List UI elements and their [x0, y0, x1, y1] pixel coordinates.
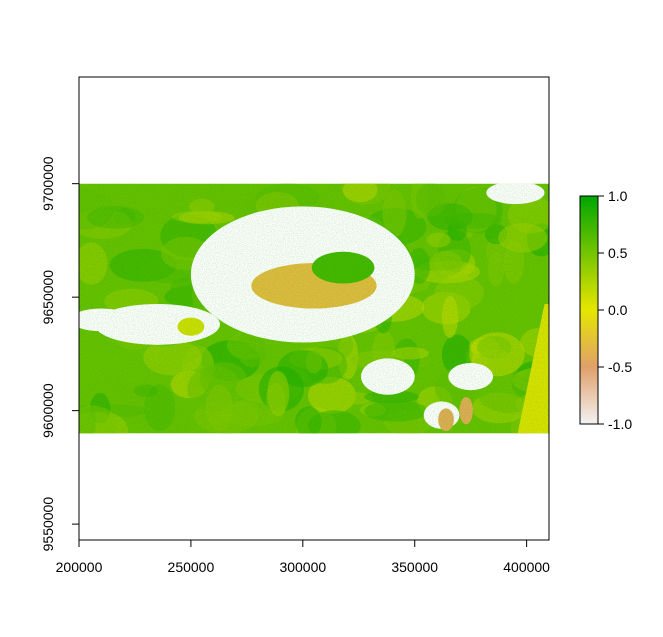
- y-axis: 9550000 9600000 9650000 9700000: [40, 156, 79, 551]
- colorbar-tick-label: 1.0: [608, 188, 628, 204]
- x-tick-label: 300000: [279, 559, 326, 575]
- colorbar-ramp: [580, 196, 598, 424]
- colorbar-tick-label: -1.0: [608, 416, 632, 432]
- colorbar-tick-label: 0.0: [608, 302, 628, 318]
- x-tick-label: 200000: [56, 559, 103, 575]
- y-tick-label: 9550000: [40, 497, 56, 552]
- raster-layer: [48, 170, 574, 452]
- colorbar-tick-label: -0.5: [608, 359, 632, 375]
- x-tick-label: 250000: [168, 559, 215, 575]
- x-axis: 200000 250000 300000 350000 400000: [56, 540, 551, 575]
- raster-texture: [79, 184, 549, 434]
- x-tick-label: 400000: [503, 559, 550, 575]
- colorbar-tick-label: 0.5: [608, 245, 628, 261]
- y-tick-label: 9600000: [40, 383, 56, 438]
- colorbar: -1.0 -0.5 0.0 0.5 1.0: [580, 188, 632, 432]
- y-tick-label: 9650000: [40, 270, 56, 325]
- y-tick-label: 9700000: [40, 156, 56, 211]
- x-tick-label: 350000: [391, 559, 438, 575]
